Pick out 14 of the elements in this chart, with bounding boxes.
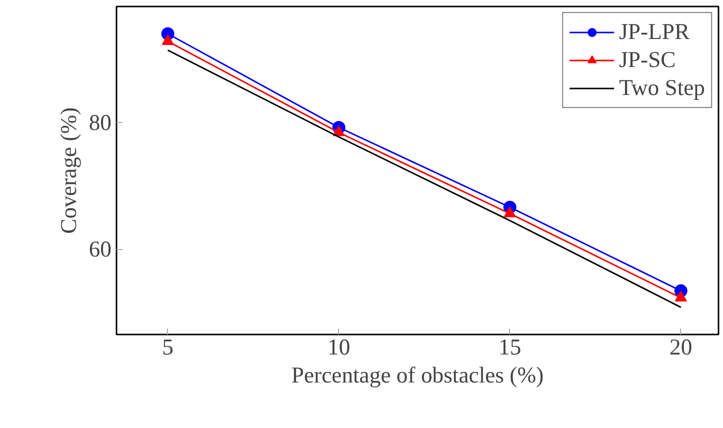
x-tick-label: 10 <box>328 334 350 360</box>
y-tick-label: 60 <box>88 236 112 262</box>
x-tick-label: 20 <box>670 334 692 360</box>
x-tick-label: 15 <box>498 334 522 360</box>
y-tick-label: 80 <box>88 110 112 135</box>
point <box>504 206 516 218</box>
point <box>332 126 345 136</box>
legend-label: JP-SC <box>619 47 676 73</box>
point <box>674 290 687 302</box>
legend-label: Two Step <box>619 75 705 101</box>
x-tick-label: 5 <box>162 334 174 360</box>
legend-label: JP-LPR <box>619 19 690 45</box>
y-axis-title: Coverage (%) <box>56 107 81 234</box>
x-axis-title: Percentage of obstacles (%) <box>291 362 544 388</box>
